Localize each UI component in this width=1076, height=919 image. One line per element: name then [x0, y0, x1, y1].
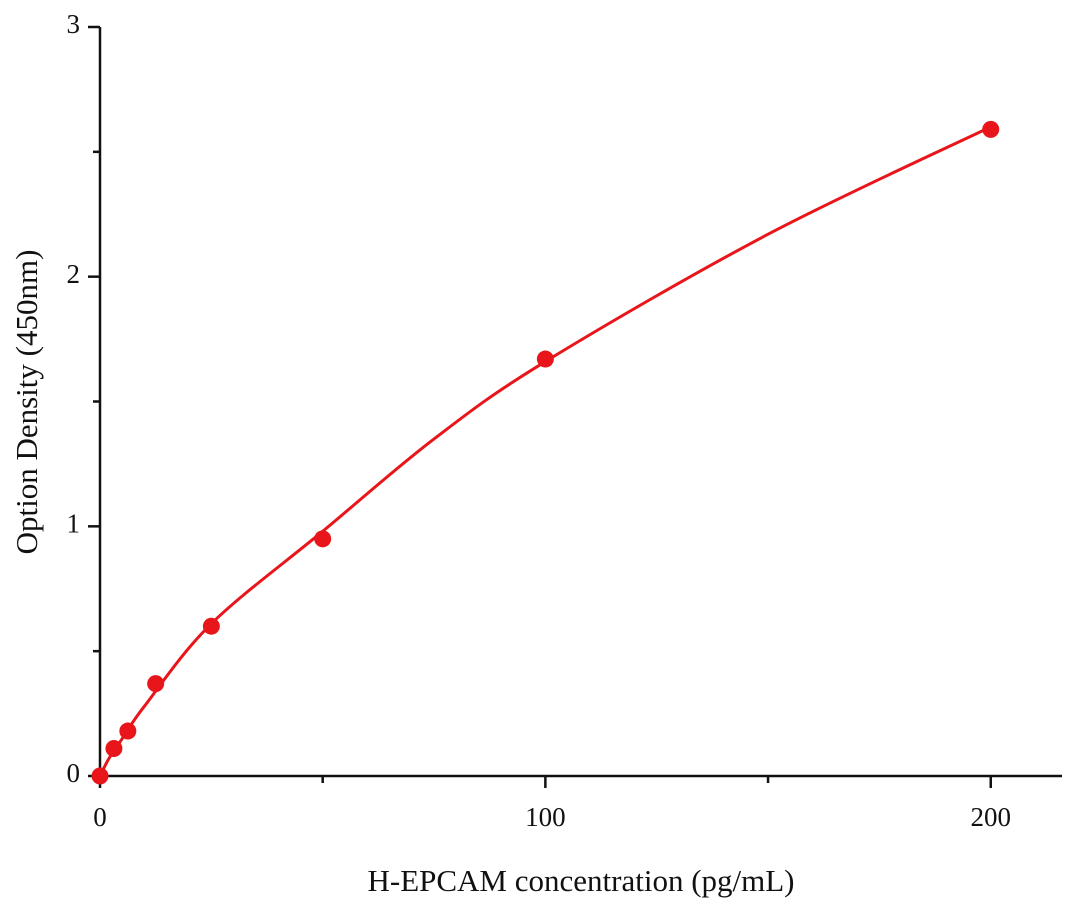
y-tick-label: 0 — [67, 758, 81, 788]
x-tick-label: 200 — [970, 802, 1011, 832]
y-tick-label: 3 — [67, 9, 81, 39]
data-point — [982, 120, 1000, 138]
fit-curve — [98, 125, 992, 777]
data-point — [202, 617, 220, 635]
y-tick-label: 2 — [67, 259, 81, 289]
x-tick-label: 100 — [525, 802, 566, 832]
x-tick-label: 0 — [93, 802, 107, 832]
y-axis-title: Option Density (450nm) — [9, 250, 44, 555]
y-tick-label: 1 — [67, 509, 81, 539]
x-axis-title: H-EPCAM concentration (pg/mL) — [367, 863, 794, 898]
